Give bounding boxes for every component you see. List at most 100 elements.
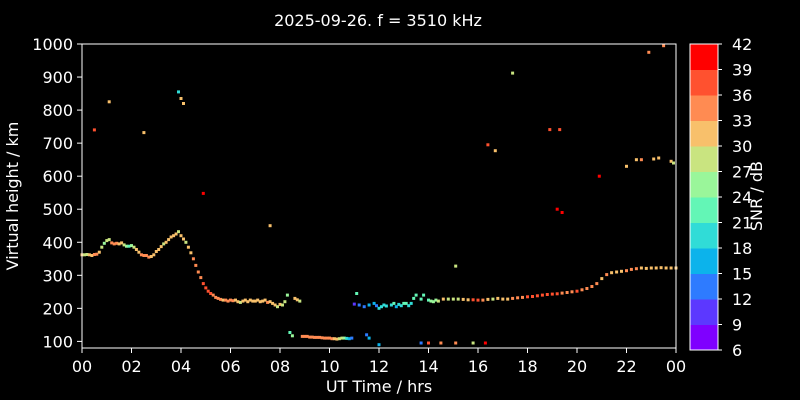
data-point bbox=[652, 157, 656, 161]
data-point bbox=[313, 335, 317, 339]
colorbar-tick-label: 9 bbox=[732, 316, 742, 335]
data-point bbox=[427, 298, 430, 302]
data-point bbox=[454, 264, 458, 268]
data-point bbox=[570, 290, 574, 294]
data-point bbox=[206, 289, 210, 293]
data-point bbox=[634, 267, 638, 271]
data-point bbox=[434, 298, 438, 302]
data-point bbox=[560, 211, 564, 214]
x-tick-label: 08 bbox=[270, 357, 290, 376]
y-axis: 100 200 300 400 500 600 700 800 900 1000 bbox=[32, 35, 82, 351]
data-point bbox=[214, 295, 218, 299]
data-point bbox=[159, 245, 163, 249]
data-point bbox=[201, 282, 205, 286]
plot-frame bbox=[81, 43, 677, 349]
data-point bbox=[521, 295, 524, 299]
data-point bbox=[285, 293, 289, 297]
data-point bbox=[372, 301, 376, 305]
chart-title: 2025-09-26. f = 3510 kHz bbox=[274, 11, 482, 30]
data-point bbox=[172, 234, 176, 238]
data-point bbox=[154, 250, 158, 253]
data-point bbox=[347, 337, 351, 341]
data-point bbox=[87, 253, 91, 257]
data-point bbox=[493, 149, 497, 153]
data-point bbox=[548, 128, 552, 132]
data-point bbox=[266, 300, 270, 304]
data-point bbox=[164, 240, 168, 244]
y-tick-label: 800 bbox=[42, 101, 73, 120]
data-point bbox=[639, 266, 643, 270]
data-point bbox=[461, 297, 465, 301]
data-point bbox=[144, 254, 148, 257]
colorbar-tick-label: 27 bbox=[732, 163, 752, 182]
data-point bbox=[236, 300, 240, 304]
colorbar-tick-label: 6 bbox=[732, 341, 742, 360]
data-point bbox=[83, 253, 86, 257]
data-point bbox=[194, 263, 198, 267]
colorbar-tick-label: 36 bbox=[732, 86, 752, 105]
data-point bbox=[342, 336, 346, 340]
data-point bbox=[132, 245, 136, 249]
y-tick-label: 400 bbox=[42, 233, 73, 252]
data-point bbox=[585, 287, 589, 290]
colorbar-segment bbox=[690, 171, 718, 198]
data-point bbox=[545, 293, 549, 296]
data-point bbox=[419, 341, 423, 345]
data-point bbox=[122, 243, 126, 247]
data-point bbox=[399, 304, 403, 308]
x-tick-label: 00 bbox=[72, 357, 92, 376]
data-point bbox=[125, 244, 128, 248]
data-point bbox=[476, 298, 480, 302]
data-point bbox=[142, 254, 146, 257]
data-point bbox=[283, 300, 287, 304]
data-point bbox=[456, 297, 460, 301]
data-point bbox=[162, 242, 166, 246]
data-point bbox=[186, 245, 190, 249]
data-point bbox=[639, 158, 643, 162]
data-point bbox=[142, 131, 146, 135]
data-point bbox=[112, 242, 116, 246]
data-point bbox=[340, 336, 344, 340]
x-tick-label: 04 bbox=[171, 357, 191, 376]
data-point bbox=[580, 288, 584, 292]
data-point bbox=[540, 293, 544, 297]
data-point bbox=[224, 298, 228, 302]
data-point bbox=[290, 334, 294, 338]
data-point bbox=[295, 298, 299, 302]
data-point bbox=[219, 297, 223, 301]
data-point bbox=[501, 297, 505, 301]
data-point bbox=[446, 297, 450, 301]
x-axis-label: UT Time / hrs bbox=[326, 377, 432, 396]
data-point bbox=[191, 257, 195, 261]
data-point bbox=[335, 337, 339, 341]
data-point bbox=[204, 286, 208, 290]
data-point bbox=[644, 266, 648, 270]
data-point bbox=[560, 291, 564, 295]
data-point bbox=[672, 161, 675, 165]
colorbar-tick-label: 33 bbox=[732, 112, 752, 131]
colorbar-tick-label: 18 bbox=[732, 239, 752, 258]
data-point bbox=[669, 159, 673, 163]
data-point bbox=[243, 298, 247, 302]
data-point bbox=[466, 298, 470, 302]
data-point bbox=[657, 156, 661, 160]
data-point bbox=[357, 303, 361, 307]
data-point bbox=[182, 237, 185, 241]
data-point bbox=[261, 299, 265, 303]
colorbar-tick-label: 30 bbox=[732, 137, 752, 156]
data-point bbox=[229, 298, 232, 302]
data-point bbox=[308, 335, 312, 339]
data-point bbox=[454, 341, 458, 345]
colorbar-tick-label: 12 bbox=[732, 290, 752, 309]
data-point bbox=[441, 297, 445, 301]
data-point bbox=[328, 336, 331, 340]
data-point bbox=[429, 299, 433, 303]
colorbar-segment bbox=[690, 248, 718, 274]
colorbar-segment bbox=[690, 197, 718, 223]
data-point bbox=[241, 299, 245, 303]
data-point bbox=[392, 301, 396, 305]
data-point bbox=[669, 266, 673, 270]
data-point bbox=[92, 253, 96, 256]
data-point bbox=[177, 90, 180, 94]
data-point bbox=[377, 343, 381, 347]
